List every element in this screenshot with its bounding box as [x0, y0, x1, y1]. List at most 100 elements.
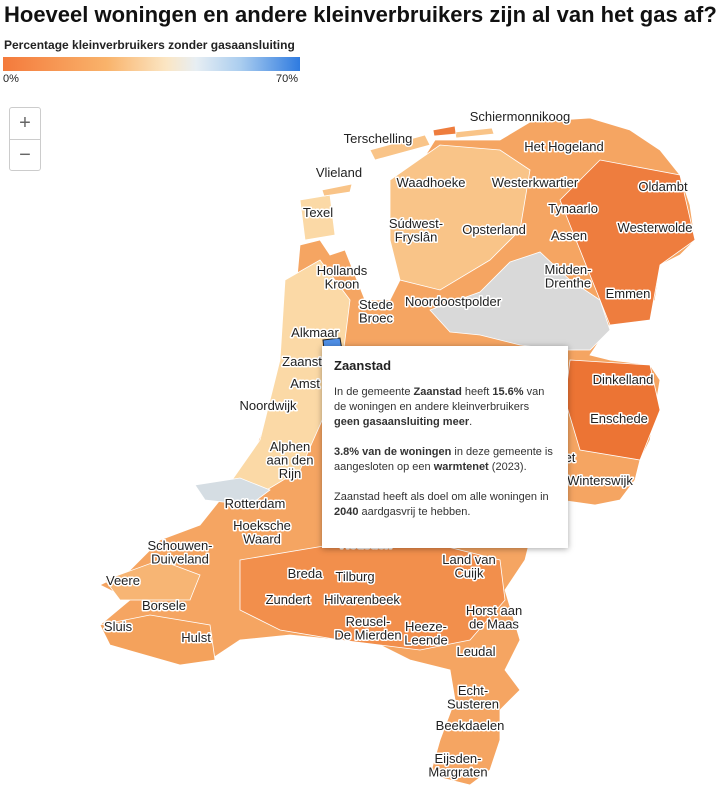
- legend-max: 70%: [276, 73, 299, 85]
- tooltip: Zaanstad In de gemeente Zaanstad heeft 1…: [322, 346, 568, 548]
- place-label: Duiveland: [151, 552, 209, 567]
- place-label: Opsterland: [462, 222, 526, 237]
- place-label: Echt-: [458, 683, 488, 698]
- place-label: Land van: [442, 552, 496, 567]
- place-label: Waadhoeke: [397, 175, 466, 190]
- place-label: Heeze-: [405, 619, 447, 634]
- place-label: Midden-: [545, 262, 592, 277]
- tooltip-bold: warmtenet: [433, 461, 489, 473]
- place-label: Schiermonnikoog: [470, 109, 570, 124]
- place-label: Enschede: [590, 411, 648, 426]
- rotterdam-area: [194, 477, 271, 506]
- place-label: Fryslân: [395, 230, 438, 245]
- place-label: Oldambt: [638, 179, 688, 194]
- tooltip-text: aardgasvrij te hebben.: [358, 506, 471, 518]
- ameland: [454, 127, 495, 139]
- tooltip-text: in deze gemeente is aangesloten op een: [334, 446, 553, 473]
- zoom-out[interactable]: −: [10, 139, 40, 171]
- place-label: Noordoostpolder: [405, 294, 502, 309]
- place-label: Dinkelland: [593, 372, 654, 387]
- place-label: Schouwen-: [147, 538, 212, 553]
- zoom-control: + −: [9, 107, 41, 171]
- place-label: Hilvarenbeek: [324, 592, 400, 607]
- place-label: Hoeksche: [233, 518, 291, 533]
- schiermonnikoog: [432, 125, 457, 137]
- friesland: [389, 144, 531, 291]
- place-label: Breda: [288, 566, 323, 581]
- terschelling: [369, 134, 431, 161]
- place-label: Westerkwartier: [492, 175, 579, 190]
- title: Hoeveel woningen en andere kleinverbruik…: [4, 2, 716, 27]
- place-label: Eijsden-: [435, 751, 482, 766]
- place-label: Stede: [359, 297, 393, 312]
- place-label: Alkmaar: [291, 325, 339, 340]
- place-label: aan den: [267, 453, 314, 468]
- place-label: Tilburg: [335, 569, 374, 584]
- tooltip-paragraph: Zaanstad heeft als doel om alle woningen…: [334, 490, 556, 520]
- place-label: Rotterdam: [225, 496, 286, 511]
- tooltip-text: .: [469, 416, 473, 428]
- tooltip-text: (2023).: [488, 461, 527, 473]
- place-label: De Mierden: [334, 628, 401, 643]
- place-label: Sluis: [104, 619, 133, 634]
- place-label: Emmen: [606, 286, 651, 301]
- tooltip-title: Zaanstad: [334, 358, 392, 373]
- place-label: Kroon: [325, 277, 360, 292]
- tooltip-bold: 15.6%: [492, 386, 524, 398]
- place-label: Leende: [404, 633, 447, 648]
- no-data: [429, 251, 611, 351]
- place-label: Beekdaelen: [436, 718, 505, 733]
- place-label: Drenthe: [545, 276, 591, 291]
- place-label: Broec: [359, 311, 393, 326]
- place-label: Vlieland: [316, 165, 362, 180]
- tooltip-text: heeft: [461, 386, 493, 398]
- place-label: Texel: [303, 205, 333, 220]
- place-label: Zaanst: [282, 354, 322, 369]
- tooltip-paragraph: 3.8% van de woningen in deze gemeente is…: [334, 445, 556, 475]
- place-label: Hollands: [317, 263, 368, 278]
- tooltip-text: In de gemeente: [334, 386, 414, 398]
- tooltip-bold: Zaanstad: [413, 386, 462, 398]
- place-label: Westerwolde: [618, 220, 693, 235]
- tooltip-bold: 2040: [334, 506, 359, 518]
- vlieland: [321, 183, 353, 197]
- tooltip-bold: 3.8% van de woningen: [334, 446, 452, 458]
- place-label: de Maas: [469, 617, 519, 632]
- place-label: Het Hogeland: [524, 139, 604, 154]
- place-label: Borsele: [142, 598, 186, 613]
- place-label: Zundert: [266, 592, 311, 607]
- tooltip-text: Zaanstad heeft als doel om alle woningen…: [334, 491, 549, 503]
- place-label: Reusel-: [346, 614, 391, 629]
- place-label: Cuijk: [455, 566, 484, 581]
- zoom-in[interactable]: +: [19, 112, 31, 134]
- texel: [299, 194, 336, 241]
- holland-coast: [224, 259, 351, 501]
- place-label: Margraten: [428, 765, 487, 780]
- legend-title: Percentage kleinverbruikers zonder gasaa…: [4, 38, 295, 52]
- place-label: Susteren: [447, 697, 499, 712]
- place-label: Veere: [106, 573, 140, 588]
- tooltip-body: In de gemeente Zaanstad heeft 15.6% van …: [334, 385, 556, 520]
- place-label: Tynaarlo: [548, 201, 598, 216]
- tooltip-paragraph: In de gemeente Zaanstad heeft 15.6% van …: [334, 385, 556, 430]
- place-label: Waard: [243, 532, 281, 547]
- place-label: Súdwest-: [389, 216, 443, 231]
- tooltip-text: van de woningen en andere kleinverbruike…: [334, 386, 545, 413]
- place-label: Assen: [551, 228, 587, 243]
- labels: Schiermonnikoog Terschelling Het Hogeland V…: [102, 108, 694, 782]
- tooltip-bold: geen gasaansluiting meer: [334, 416, 470, 428]
- place-label: Alphen: [270, 439, 310, 454]
- place-label: Horst aan: [466, 603, 522, 618]
- place-label: Hulst: [181, 630, 211, 645]
- place-label: Terschelling: [344, 131, 413, 146]
- place-label: Noordwijk: [239, 398, 297, 413]
- legend-bar: [3, 57, 300, 71]
- place-label: Rijn: [279, 466, 301, 481]
- zeeland: [104, 559, 201, 601]
- zeeuws-vlaanderen: [99, 614, 216, 666]
- place-label: Amst: [290, 376, 320, 391]
- place-label: Winterswijk: [567, 473, 633, 488]
- legend-min: 0%: [3, 73, 19, 85]
- place-label: Leudal: [456, 644, 495, 659]
